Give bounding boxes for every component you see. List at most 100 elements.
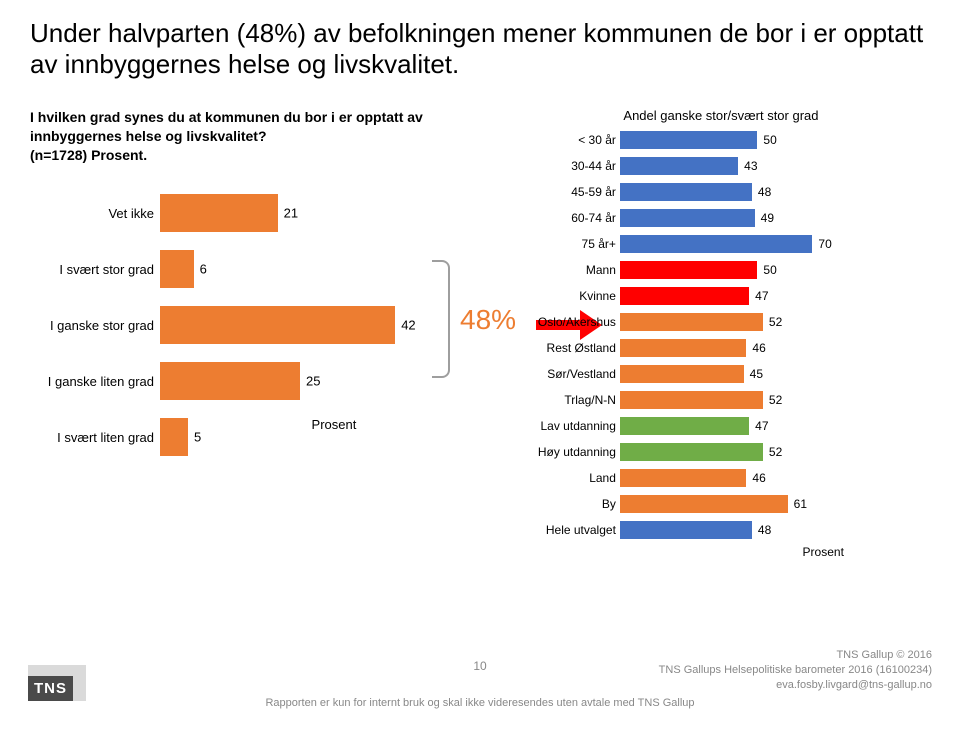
left-bar-track: 25: [160, 362, 440, 400]
left-bar: [160, 306, 395, 344]
right-bar-category: Hele utvalget: [512, 523, 620, 537]
right-bar-track: 47: [620, 287, 840, 305]
left-column: I hvilken grad synes du at kommunen du b…: [30, 108, 488, 559]
right-bar-row: Sør/Vestland 45: [512, 361, 930, 387]
left-bar-value: 25: [306, 374, 320, 389]
right-bar-row: 75 år+ 70: [512, 231, 930, 257]
left-bar-value: 42: [401, 318, 415, 333]
left-bar-category: I ganske liten grad: [30, 374, 160, 389]
left-bar-chart: Vet ikke 21 I svært stor grad 6 I ganske sto…: [30, 185, 488, 432]
right-bar-row: Kvinne47: [512, 283, 930, 309]
right-bar-category: 30-44 år: [512, 159, 620, 173]
left-bar-category: Vet ikke: [30, 206, 160, 221]
right-bar: [620, 131, 758, 149]
right-bar-category: 60-74 år: [512, 211, 620, 225]
right-bar-category: Trlag/N-N: [512, 393, 620, 407]
right-bar-track: 43: [620, 157, 840, 175]
right-bar: [620, 495, 788, 513]
right-bar-value: 52: [769, 393, 782, 407]
right-bar: [620, 183, 752, 201]
right-bar-track: 70: [620, 235, 840, 253]
right-bar-value: 48: [758, 523, 771, 537]
right-bar-row: Trlag/N-N 52: [512, 387, 930, 413]
right-bar-row: Høy utdanning 52: [512, 439, 930, 465]
right-bar-track: 61: [620, 495, 840, 513]
tns-logo-text: TNS: [28, 676, 73, 701]
right-bar-category: < 30 år: [512, 133, 620, 147]
right-bar-row: 60-74 år 49: [512, 205, 930, 231]
right-bar-track: 49: [620, 209, 840, 227]
right-column: Andel ganske stor/svært stor grad < 30 å…: [512, 108, 930, 559]
question-text: I hvilken grad synes du at kommunen du b…: [30, 108, 488, 165]
right-bar: [620, 261, 758, 279]
left-bar-track: 5: [160, 418, 440, 456]
right-bar: [620, 391, 763, 409]
left-bar-row: I svært liten grad5: [30, 409, 488, 465]
left-bar-row: Vet ikke 21: [30, 185, 488, 241]
right-bar: [620, 417, 749, 435]
right-bar-row: 30-44 år43: [512, 153, 930, 179]
footer-credits: TNS Gallup © 2016 TNS Gallups Helsepolit…: [659, 648, 932, 693]
footer-disclaimer: Rapporten er kun for internt bruk og ska…: [265, 697, 694, 709]
right-bar-track: 50: [620, 131, 840, 149]
right-bar-value: 49: [761, 211, 774, 225]
right-bar-category: Rest Østland: [512, 341, 620, 355]
left-bar-value: 5: [194, 430, 201, 445]
right-bar-row: By61: [512, 491, 930, 517]
right-bar-category: Høy utdanning: [512, 445, 620, 459]
right-bar-value: 50: [763, 263, 776, 277]
right-bar-track: 46: [620, 339, 840, 357]
right-bar-category: 75 år+: [512, 237, 620, 251]
right-bar-value: 47: [755, 419, 768, 433]
left-bar-value: 6: [200, 262, 207, 277]
right-bar-value: 45: [750, 367, 763, 381]
left-bar-track: 6: [160, 250, 440, 288]
right-bar-value: 52: [769, 445, 782, 459]
right-bar-row: Rest Østland 46: [512, 335, 930, 361]
right-bar-row: < 30 år50: [512, 127, 930, 153]
right-bar-value: 52: [769, 315, 782, 329]
right-bar-category: Lav utdanning: [512, 419, 620, 433]
right-bar-category: Oslo/Akershus: [512, 315, 620, 329]
right-bar-chart: < 30 år5030-44 år4345-59 år4860-74 år497…: [512, 127, 930, 543]
left-bar-track: 21: [160, 194, 440, 232]
right-bar: [620, 339, 747, 357]
right-bar: [620, 313, 763, 331]
slide-root: Under halvparten (48%) av befolkningen m…: [0, 0, 960, 729]
right-bar: [620, 443, 763, 461]
right-bar-category: 45-59 år: [512, 185, 620, 199]
right-bar-row: Mann 50: [512, 257, 930, 283]
left-bar: [160, 362, 300, 400]
left-bar-value: 21: [284, 206, 298, 221]
right-bar: [620, 287, 749, 305]
right-bar-track: 52: [620, 443, 840, 461]
right-bar-value: 70: [818, 237, 831, 251]
right-bar: [620, 469, 747, 487]
right-bar-track: 45: [620, 365, 840, 383]
left-bar-row: I svært stor grad 6: [30, 241, 488, 297]
right-bar-category: Sør/Vestland: [512, 367, 620, 381]
left-bar: [160, 194, 278, 232]
left-bar-category: I ganske stor grad: [30, 318, 160, 333]
right-bar-track: 46: [620, 469, 840, 487]
right-bar-value: 46: [752, 341, 765, 355]
right-bar-category: Kvinne: [512, 289, 620, 303]
callout-percentage: 48%: [460, 304, 516, 336]
right-bar: [620, 365, 744, 383]
right-bar-row: Hele utvalget 48: [512, 517, 930, 543]
right-bar-track: 47: [620, 417, 840, 435]
page-number: 10: [473, 659, 486, 673]
right-bar-track: 50: [620, 261, 840, 279]
right-bar-value: 61: [794, 497, 807, 511]
right-bar: [620, 521, 752, 539]
right-bar-category: Mann: [512, 263, 620, 277]
columns: I hvilken grad synes du at kommunen du b…: [30, 108, 930, 559]
right-bar-track: 48: [620, 521, 840, 539]
tns-logo: TNS: [28, 665, 86, 701]
left-bar-category: I svært stor grad: [30, 262, 160, 277]
left-bar: [160, 418, 188, 456]
left-bar-track: 42: [160, 306, 440, 344]
right-bar-row: 45-59 år48: [512, 179, 930, 205]
right-bar-track: 52: [620, 391, 840, 409]
right-bar-track: 48: [620, 183, 840, 201]
